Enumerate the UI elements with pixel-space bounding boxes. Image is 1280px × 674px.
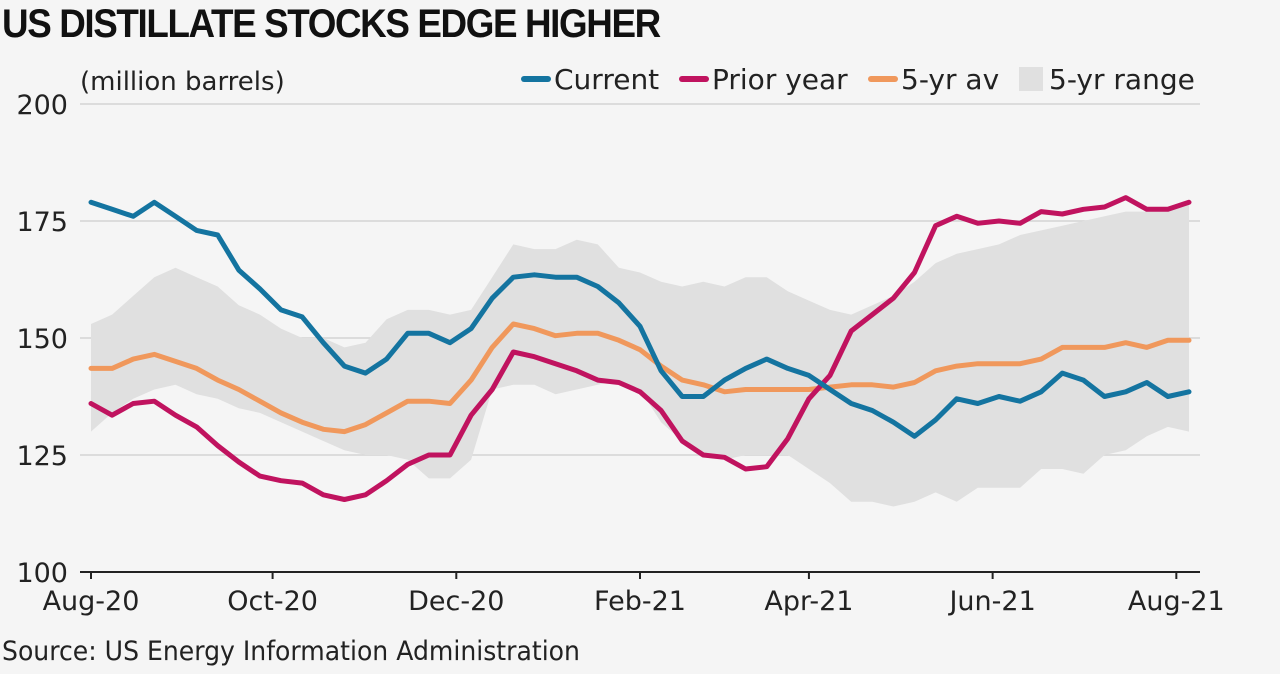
series-line-5-yr-av (88, 321, 1192, 435)
y-tick-label: 175 (16, 207, 68, 238)
series-line-current (88, 199, 1192, 439)
y-tick-label: 100 (16, 558, 68, 589)
legend-current-label: Current (554, 63, 659, 96)
x-axis-tick-labels: Aug-20 Oct-20 Dec-20 Feb-21 Apr-21 Jun-21 Aug-… (43, 586, 1225, 617)
x-tick-label: Feb-21 (594, 586, 686, 617)
legend-5yr-range-swatch (1019, 67, 1043, 91)
x-axis (80, 571, 1200, 579)
legend-prior-year-label: Prior year (712, 63, 848, 96)
range-band-area (91, 202, 1189, 507)
series-lines (88, 195, 1192, 502)
legend-5yr-av-label: 5-yr av (901, 63, 999, 96)
x-tick-label: Oct-20 (227, 586, 318, 617)
y-tick-label: 125 (16, 441, 68, 472)
x-tick-label: Aug-20 (43, 586, 140, 617)
x-tick-label: Dec-20 (408, 586, 504, 617)
five-year-range-band (91, 202, 1189, 507)
x-tick-label: Aug-21 (1128, 586, 1225, 617)
y-tick-label: 200 (16, 90, 68, 121)
y-axis-tick-labels: 100 125 150 175 200 (16, 90, 68, 589)
chart-title: US DISTILLATE STOCKS EDGE HIGHER (2, 2, 661, 46)
source-note: Source: US Energy Information Administra… (2, 636, 580, 667)
legend: Current Prior year 5-yr av 5-yr range (521, 63, 1195, 96)
x-tick-label: Jun-21 (947, 586, 1035, 617)
series-line-prior-year (88, 195, 1192, 502)
legend-5yr-range-label: 5-yr range (1049, 63, 1195, 96)
x-tick-label: Apr-21 (764, 586, 853, 617)
y-axis-unit-label: (million barrels) (80, 67, 285, 97)
y-tick-label: 150 (16, 324, 68, 355)
